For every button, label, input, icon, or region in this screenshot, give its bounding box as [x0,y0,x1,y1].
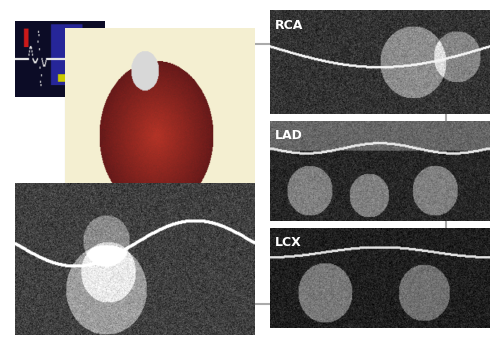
Text: LAD: LAD [274,129,302,142]
Text: RCA: RCA [274,19,303,32]
FancyBboxPatch shape [66,44,446,304]
Text: LCX: LCX [274,236,301,249]
